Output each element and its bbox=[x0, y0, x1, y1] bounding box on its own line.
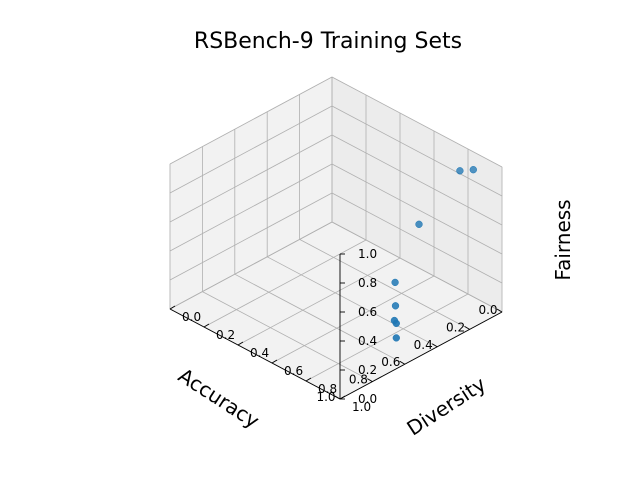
data-point bbox=[469, 166, 477, 174]
grid-line bbox=[169, 221, 333, 310]
z-tick-label: 0.2 bbox=[358, 363, 377, 377]
grid-line bbox=[169, 134, 333, 223]
y-tick-label: 0.6 bbox=[284, 364, 303, 378]
data-point bbox=[415, 220, 423, 228]
chart-axes bbox=[169, 254, 503, 400]
z-axis-label: Fairness bbox=[551, 199, 575, 280]
y-tick-mark bbox=[237, 341, 244, 346]
data-point bbox=[392, 319, 400, 328]
x-tick-mark bbox=[399, 360, 406, 365]
grid-line bbox=[331, 76, 503, 168]
data-point bbox=[392, 334, 400, 342]
z-tick-label: 0.0 bbox=[358, 392, 377, 406]
y-axis-label: Diversity bbox=[402, 372, 490, 441]
y-axis-ticks: 0.00.20.40.60.81.0 bbox=[169, 305, 371, 414]
grid-line bbox=[305, 293, 469, 382]
x-tick-mark bbox=[464, 326, 470, 330]
y-tick-label: 0.0 bbox=[182, 310, 201, 324]
x-tick-label: 0.2 bbox=[446, 320, 465, 334]
grid-line bbox=[169, 163, 333, 252]
y-tick-mark bbox=[169, 305, 176, 310]
z-axis-ticks: 0.0 0.2 0.4 0.6 0.8 1.0 bbox=[340, 247, 377, 406]
y-tick-mark bbox=[203, 323, 210, 328]
y-tick-mark bbox=[339, 395, 346, 400]
grid-line bbox=[169, 105, 333, 194]
y-tick-label: 0.2 bbox=[216, 328, 235, 342]
data-point bbox=[456, 167, 464, 175]
grid-line bbox=[331, 134, 503, 226]
y-tick-mark bbox=[271, 359, 278, 364]
grid-line bbox=[299, 239, 470, 330]
grid-line bbox=[202, 291, 373, 382]
z-tick-label: 1.0 bbox=[358, 247, 377, 261]
z-tick-label: 0.8 bbox=[358, 276, 377, 290]
x-tick-mark bbox=[496, 308, 503, 313]
grid-line bbox=[203, 239, 367, 328]
grid-line bbox=[234, 273, 405, 365]
z-tick-label: 0.4 bbox=[358, 334, 377, 348]
x-tick-mark bbox=[367, 378, 373, 382]
x-tick-label: 0.8 bbox=[349, 373, 368, 387]
x-tick-label: 0.0 bbox=[478, 303, 497, 317]
x-tick-label: 0.4 bbox=[414, 338, 433, 352]
grid-line bbox=[271, 275, 435, 364]
grid-line bbox=[331, 163, 503, 255]
x-tick-mark bbox=[431, 343, 438, 348]
x-tick-label: 1.0 bbox=[316, 390, 335, 404]
data-point bbox=[391, 302, 400, 310]
y-axis-line bbox=[169, 308, 341, 400]
grid-line bbox=[169, 192, 333, 281]
grid-line bbox=[331, 221, 503, 313]
y-tick-label: 1.0 bbox=[352, 400, 371, 414]
x-tick-label: 0.6 bbox=[381, 355, 400, 369]
chart-panes bbox=[169, 76, 503, 400]
y-tick-mark bbox=[305, 377, 312, 382]
x-axis-label: Accuracy bbox=[174, 363, 264, 433]
data-point bbox=[391, 278, 399, 287]
y-tick-label: 0.4 bbox=[250, 346, 269, 360]
x-axis-line bbox=[339, 311, 503, 400]
x-axis-ticks: 0.00.20.40.60.81.0 bbox=[316, 303, 503, 404]
grid-line bbox=[267, 256, 438, 348]
y-tick-label: 0.8 bbox=[318, 382, 337, 396]
grid-line bbox=[331, 105, 503, 197]
grid-line bbox=[237, 257, 401, 346]
chart-title: RSBench-9 Training Sets bbox=[194, 29, 462, 54]
grid-line bbox=[331, 192, 503, 284]
x-tick-mark bbox=[334, 395, 341, 400]
z-tick-label: 0.6 bbox=[358, 305, 377, 319]
scatter-points bbox=[390, 166, 477, 342]
grid-line bbox=[169, 76, 333, 165]
